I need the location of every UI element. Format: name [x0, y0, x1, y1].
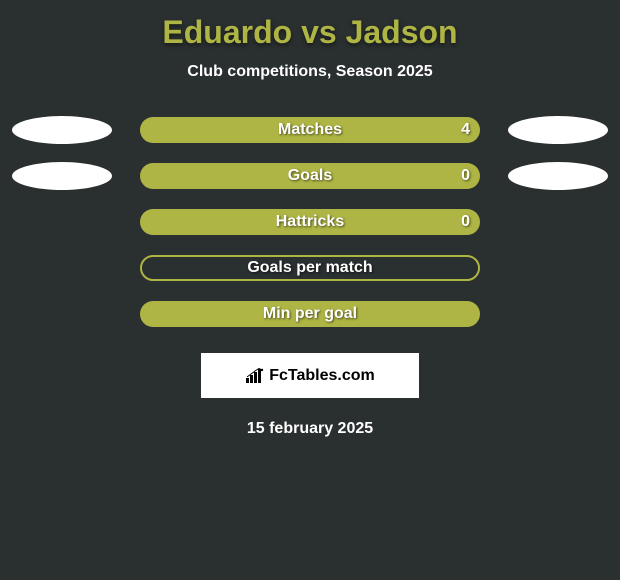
- value-ellipse-right: [508, 162, 608, 190]
- stat-label: Goals: [288, 167, 332, 185]
- stats-rows: Matches 4 Goals 0 Hattricks 0 Goals per …: [0, 119, 620, 325]
- stat-bar: Matches 4: [140, 117, 480, 143]
- stat-row: Hattricks 0: [0, 211, 620, 233]
- stat-bar: Goals 0: [140, 163, 480, 189]
- logo-text: FcTables.com: [269, 367, 375, 385]
- value-ellipse-left: [12, 116, 112, 144]
- stat-row: Goals per match: [0, 257, 620, 279]
- stat-label: Goals per match: [247, 259, 372, 277]
- logo-box[interactable]: FcTables.com: [201, 353, 419, 398]
- value-ellipse-right: [508, 116, 608, 144]
- chart-icon: [245, 368, 265, 384]
- page-subtitle: Club competitions, Season 2025: [0, 63, 620, 81]
- stat-row: Goals 0: [0, 165, 620, 187]
- infographic-container: Eduardo vs Jadson Club competitions, Sea…: [0, 0, 620, 448]
- stat-bar: Hattricks 0: [140, 209, 480, 235]
- stat-label: Hattricks: [276, 213, 344, 231]
- page-title: Eduardo vs Jadson: [0, 14, 620, 51]
- stat-label: Matches: [278, 121, 342, 139]
- stat-value: 4: [461, 121, 470, 139]
- value-ellipse-left: [12, 162, 112, 190]
- stat-row: Min per goal: [0, 303, 620, 325]
- stat-value: 0: [461, 213, 470, 231]
- footer-date: 15 february 2025: [0, 420, 620, 438]
- stat-label: Min per goal: [263, 305, 357, 323]
- stat-value: 0: [461, 167, 470, 185]
- stat-row: Matches 4: [0, 119, 620, 141]
- stat-bar: Min per goal: [140, 301, 480, 327]
- stat-bar: Goals per match: [140, 255, 480, 281]
